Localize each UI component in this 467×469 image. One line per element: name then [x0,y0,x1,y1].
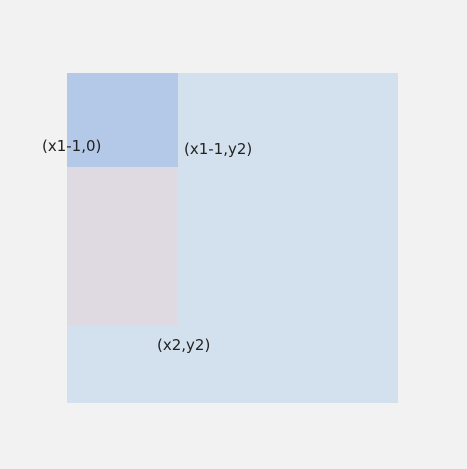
middle-left-region [67,167,178,326]
point-label-x1-minus-1-0: (x1-1,0) [42,137,102,155]
point-label-x1-minus-1-y2: (x1-1,y2) [184,140,253,158]
top-left-region [67,73,178,167]
point-label-x2-y2: (x2,y2) [157,336,211,354]
